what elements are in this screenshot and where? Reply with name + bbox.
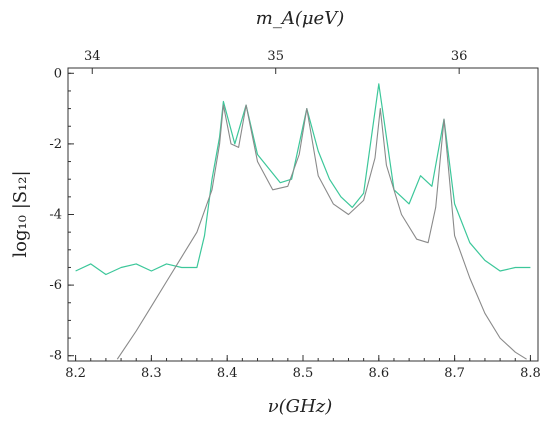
x-tick-label: 8.4 xyxy=(217,366,238,381)
bottom-axis-ticks: 8.2 8.3 8.4 8.5 8.6 8.7 8.8 xyxy=(65,355,541,381)
x-tick-label: 8.5 xyxy=(293,366,314,381)
top-axis-label: m_A(μeV) xyxy=(256,8,344,29)
x-tick-label: 8.3 xyxy=(141,366,162,381)
top-tick-label: 36 xyxy=(451,49,468,64)
y-axis-label: log₁₀ |S₁₂| xyxy=(10,170,31,257)
series-line-measured xyxy=(75,83,531,276)
top-tick-label: 34 xyxy=(84,49,101,64)
x-tick-label: 8.2 xyxy=(65,366,86,381)
y-tick-label: -4 xyxy=(49,208,62,223)
y-tick-label: 0 xyxy=(54,66,62,81)
y-tick-label: -2 xyxy=(49,137,62,152)
top-tick-label: 35 xyxy=(267,49,284,64)
x-tick-label: 8.6 xyxy=(368,366,389,381)
x-tick-label: 8.8 xyxy=(520,366,541,381)
top-axis-ticks: 34 35 36 xyxy=(84,49,467,74)
y-tick-label: -6 xyxy=(49,278,62,293)
plot-frame xyxy=(67,67,539,362)
series-group xyxy=(75,83,531,360)
series-line-model xyxy=(116,104,527,360)
left-axis-ticks: 0 -2 -4 -6 -8 xyxy=(49,66,74,364)
y-tick-label: -8 xyxy=(49,349,62,364)
x-axis-label: ν(GHz) xyxy=(268,396,333,417)
x-tick-label: 8.7 xyxy=(444,366,465,381)
